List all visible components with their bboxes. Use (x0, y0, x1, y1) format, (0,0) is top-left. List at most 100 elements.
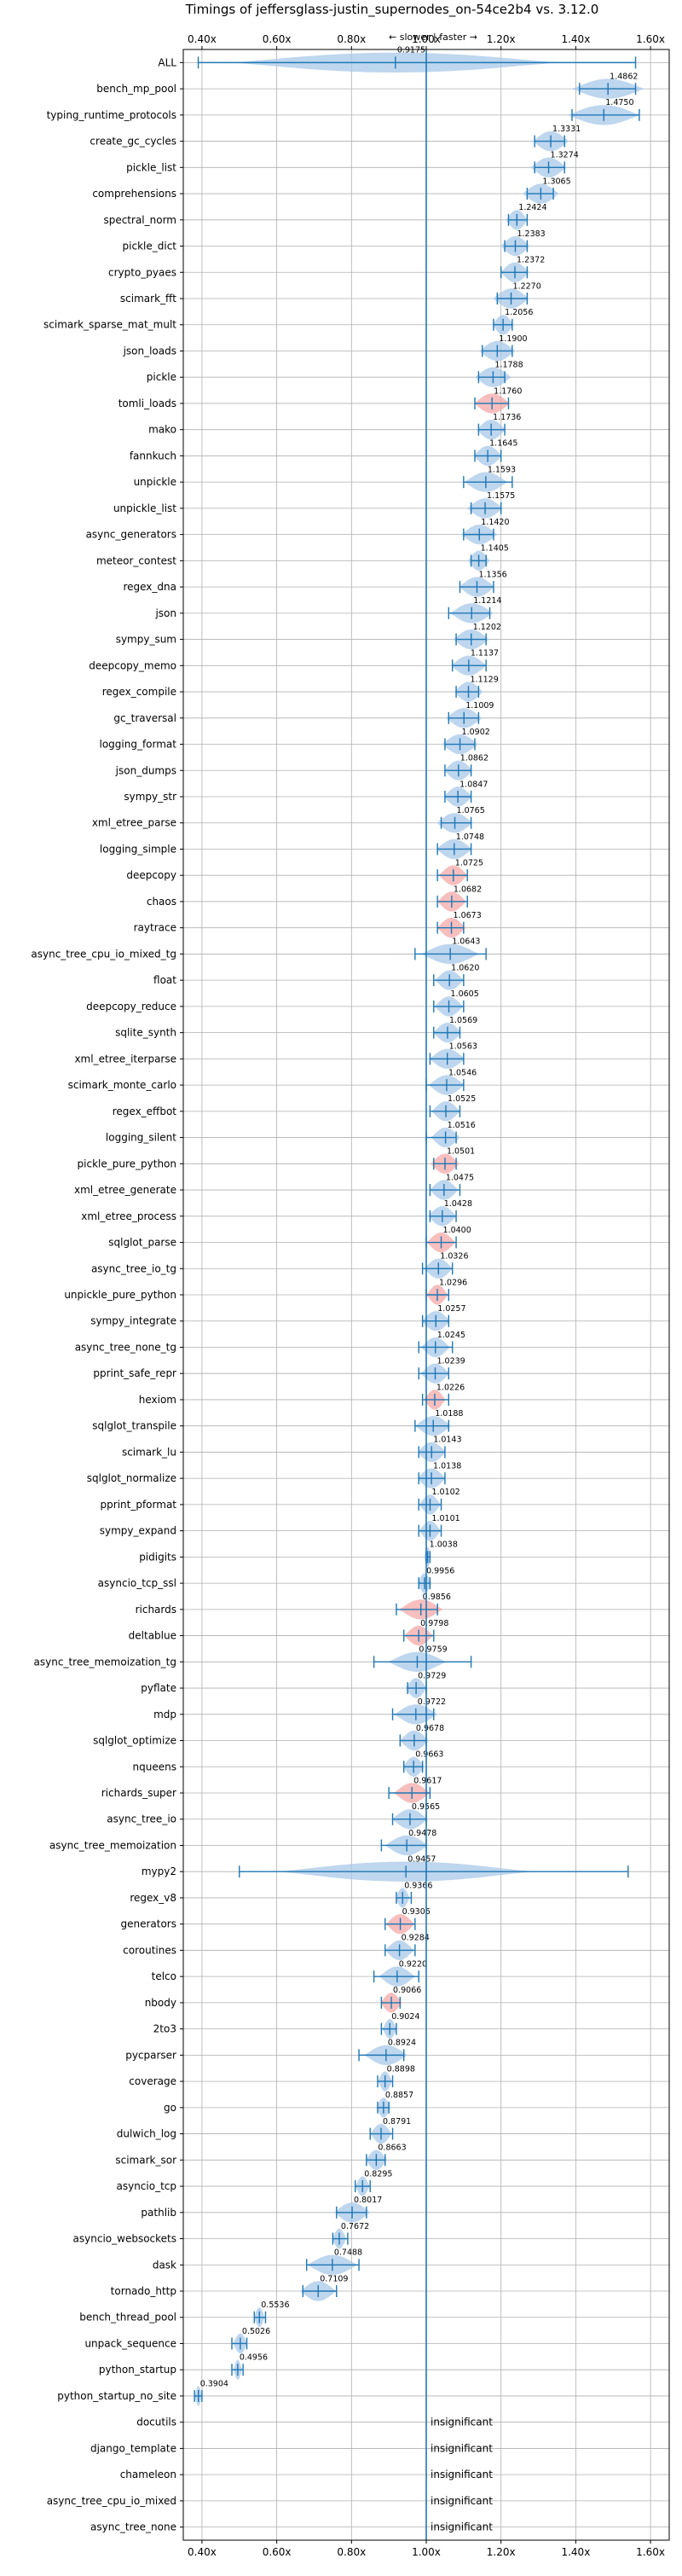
x-tick-label-top: 1.60x (636, 33, 665, 45)
direction-label: ← slower | faster → (389, 32, 477, 43)
value-label: 0.9066 (393, 1986, 421, 1995)
value-label: 1.0257 (437, 1304, 465, 1314)
value-label: 1.3065 (542, 177, 570, 186)
value-label: 1.1593 (488, 465, 516, 474)
benchmark-label: chaos (147, 896, 176, 908)
benchmark-label: async_tree_memoization_tg (34, 1656, 176, 1668)
benchmark-label: sqlglot_transpile (92, 1420, 176, 1432)
value-label: 1.1129 (471, 675, 499, 684)
value-label: 1.0525 (448, 1094, 476, 1104)
benchmark-label: scimark_sparse_mat_mult (43, 319, 176, 331)
benchmark-label: xml_etree_parse (92, 817, 176, 829)
value-label: 1.1214 (473, 596, 501, 606)
benchmark-label: coroutines (123, 1944, 176, 1956)
x-tick-label-top: 1.00x (412, 33, 441, 45)
value-label: 0.9478 (408, 1829, 436, 1838)
value-label: 0.9366 (404, 1881, 432, 1890)
benchmark-label: generators (120, 1918, 176, 1930)
benchmark-label: django_template (90, 2442, 176, 2454)
benchmark-label: async_generators (86, 529, 176, 541)
benchmark-label: pickle_pure_python (78, 1157, 176, 1169)
benchmark-label: spectral_norm (103, 214, 176, 226)
benchmark-label: asyncio_websockets (73, 2233, 176, 2245)
benchmark-label: pickle_list (126, 161, 176, 173)
value-label: 1.0501 (447, 1147, 475, 1157)
benchmark-label: richards_super (101, 1787, 176, 1799)
benchmark-label: unpickle (134, 476, 176, 488)
x-tick-label-top: 1.40x (561, 33, 590, 45)
value-label: 1.0038 (430, 1540, 458, 1550)
benchmark-label: json_dumps (115, 764, 176, 776)
value-label: 1.0101 (431, 1514, 459, 1523)
benchmark-label: sympy_sum (116, 634, 176, 646)
benchmark-label: xml_etree_iterparse (74, 1053, 176, 1065)
benchmark-label: logging_silent (106, 1132, 176, 1144)
benchmark-label: scimark_fft (120, 293, 176, 305)
x-tick-label-bottom: 1.20x (487, 2546, 516, 2558)
benchmark-label: 2to3 (153, 2023, 176, 2035)
x-tick-label-bottom: 0.40x (188, 2546, 217, 2558)
benchmark-label: deepcopy_reduce (86, 1001, 176, 1012)
benchmark-label: pidigits (139, 1551, 176, 1563)
benchmark-label: bench_mp_pool (96, 83, 176, 95)
benchmark-label: crypto_pyaes (108, 266, 176, 278)
value-label: 1.1760 (494, 386, 522, 396)
x-tick-label-bottom: 1.60x (636, 2546, 665, 2558)
benchmark-label: go (164, 2102, 176, 2114)
value-label: 1.1788 (494, 361, 523, 370)
benchmark-label: telco (152, 1970, 176, 1982)
benchmark-label: scimark_lu (122, 1446, 176, 1458)
value-label: 0.8295 (364, 2169, 392, 2179)
benchmark-label: meteor_contest (96, 554, 176, 566)
value-label: 1.1575 (487, 491, 515, 501)
x-tick-label-top: 1.20x (487, 33, 516, 45)
insignificant-label: insignificant (431, 2442, 493, 2454)
benchmark-label: async_tree_io_tg (91, 1262, 176, 1274)
value-label: 0.9722 (418, 1697, 446, 1707)
benchmark-label: mdp (153, 1709, 176, 1720)
value-label: 1.0673 (454, 911, 482, 920)
value-label: 0.9678 (416, 1724, 444, 1733)
marks-layer: 0.9175 1.4862 1.4750 1.3331 1.3274 1.3065 1.24… (194, 46, 645, 2540)
value-label: 1.2424 (518, 203, 546, 212)
benchmark-label: pyflate (141, 1682, 176, 1694)
value-label: 1.0143 (433, 1436, 461, 1445)
benchmark-label: async_tree_io (107, 1813, 176, 1825)
x-tick-label-top: 0.60x (263, 33, 292, 45)
value-label: 0.8924 (388, 2039, 416, 2048)
benchmark-label: pickle_dict (123, 241, 177, 252)
value-label: 1.0188 (435, 1409, 463, 1419)
value-label: 1.4750 (605, 98, 633, 107)
benchmark-label: sqlglot_optimize (93, 1735, 176, 1747)
value-label: 0.7109 (320, 2274, 348, 2283)
value-label: 1.0239 (436, 1357, 465, 1366)
value-label: 0.9024 (391, 2012, 419, 2022)
benchmark-label: asyncio_tcp (116, 2180, 176, 2192)
value-label: 1.0902 (462, 728, 490, 737)
benchmark-label: xml_etree_generate (74, 1184, 176, 1196)
benchmark-label: async_tree_cpu_io_mixed_tg (31, 948, 176, 960)
insignificant-label: insignificant (431, 2521, 493, 2533)
value-label: 1.0643 (452, 937, 480, 947)
benchmark-label: float (153, 974, 176, 986)
benchmark-label: scimark_monte_carlo (68, 1079, 176, 1091)
benchmark-label: unpickle_pure_python (64, 1289, 176, 1301)
benchmark-label: docutils (136, 2416, 176, 2428)
benchmark-label: async_tree_memoization (49, 1839, 176, 1851)
benchmark-label: regex_effbot (113, 1105, 177, 1117)
benchmark-label: sqlglot_parse (108, 1237, 176, 1249)
benchmark-label: unpack_sequence (84, 2337, 176, 2349)
benchmark-label: deepcopy_memo (89, 659, 176, 671)
benchmark-label: sympy_str (124, 791, 176, 803)
value-label: 1.1420 (481, 518, 509, 527)
value-label: 0.8791 (383, 2117, 411, 2126)
benchmark-label: sqlglot_normalize (87, 1472, 176, 1484)
benchmark-label: regex_dna (123, 581, 176, 593)
value-label: 0.7672 (341, 2222, 369, 2231)
value-label: 1.0847 (459, 780, 488, 789)
value-label: 1.0546 (448, 1068, 477, 1077)
benchmark-label: logging_format (99, 739, 176, 751)
x-tick-label-top: 0.80x (337, 33, 366, 45)
benchmark-label: regex_compile (102, 686, 176, 698)
